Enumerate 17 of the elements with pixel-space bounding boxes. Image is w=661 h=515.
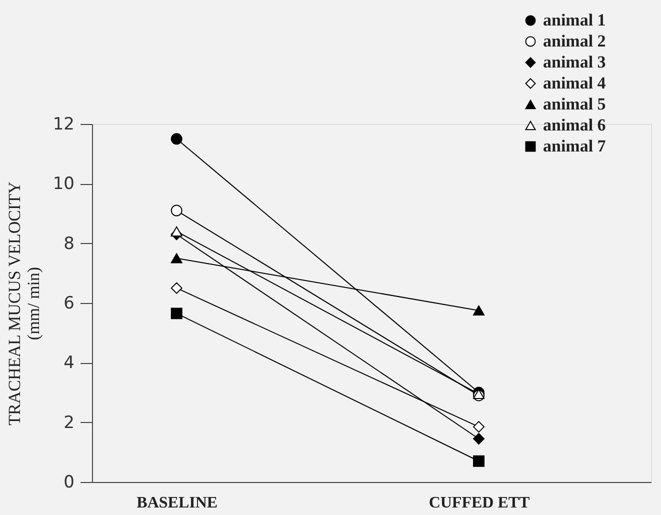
- y-tick-label: 12: [52, 114, 74, 134]
- legend-label: animal 2: [543, 32, 606, 50]
- legend-label: animal 4: [543, 74, 606, 92]
- y-tick-label: 6: [64, 294, 74, 314]
- y-tick-label: 8: [64, 234, 74, 254]
- x-tick-label: CUFFED ETT: [428, 494, 530, 512]
- y-tick-label: 0: [64, 472, 74, 492]
- y-tick-label: 10: [52, 174, 74, 194]
- legend-label: animal 7: [543, 136, 606, 156]
- x-tick-label: BASELINE: [136, 494, 218, 512]
- legend-label: animal 3: [543, 52, 606, 72]
- legend-label: animal 5: [543, 94, 606, 114]
- y-tick-label: 2: [64, 412, 74, 433]
- y-axis-title: TRACHEAL MUCUS VELOCITY (mm/ min): [4, 182, 43, 426]
- legend-label: animal 1: [543, 10, 606, 30]
- legend-label: animal 6: [543, 116, 606, 134]
- y-tick-label: 4: [64, 353, 74, 374]
